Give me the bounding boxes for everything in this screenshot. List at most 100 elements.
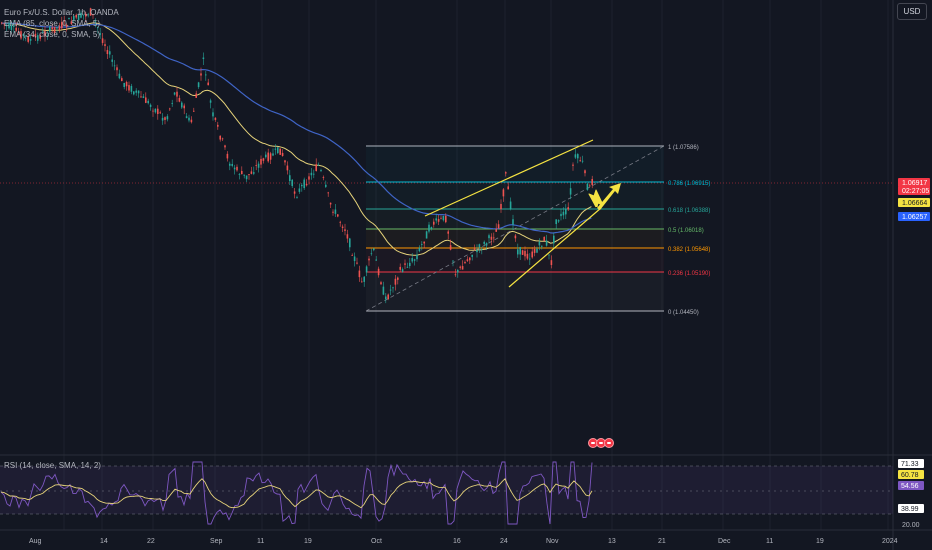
currency-button[interactable]: USD xyxy=(897,3,927,20)
candle-body xyxy=(29,38,32,41)
candle-body xyxy=(217,124,219,127)
ema-34-line xyxy=(0,22,592,256)
candle-body xyxy=(116,67,118,71)
price-badge-label: 1.06257 xyxy=(902,214,927,221)
candle-body xyxy=(545,240,548,246)
candle-body xyxy=(351,254,353,256)
ema-85-line xyxy=(0,22,592,234)
down-arrow-icon[interactable] xyxy=(588,189,604,208)
candle-body xyxy=(56,27,58,29)
candle-body xyxy=(346,234,349,239)
candle-body xyxy=(255,165,257,167)
candle-body xyxy=(308,176,310,180)
candle-body xyxy=(435,218,437,221)
candle-body xyxy=(195,93,197,98)
candle-body xyxy=(569,188,572,195)
candle-body xyxy=(265,154,267,158)
candle-body xyxy=(274,148,277,150)
rsi-badge xyxy=(898,504,924,513)
candle-body xyxy=(37,35,39,41)
candle-body xyxy=(159,112,161,114)
candle-body xyxy=(238,174,241,175)
candle-body xyxy=(200,73,202,76)
legend-rsi[interactable]: RSI (14, close, SMA, 14, 2) xyxy=(4,461,101,470)
legend-symbol[interactable]: Euro Fx/U.S. Dollar, 1h, OANDA xyxy=(4,8,119,17)
candle-body xyxy=(562,211,565,216)
candle-body xyxy=(567,207,569,210)
candle-body xyxy=(466,259,469,261)
candle-body xyxy=(85,13,87,17)
candle-body xyxy=(305,183,308,186)
time-tick-label: 19 xyxy=(304,538,312,545)
candle-body xyxy=(478,244,481,248)
time-tick-label: Dec xyxy=(718,538,731,545)
time-tick-label: 11 xyxy=(766,538,773,545)
candles xyxy=(1,7,593,304)
candle-body xyxy=(368,258,370,261)
candle-body xyxy=(413,259,416,261)
channel-lower-line[interactable] xyxy=(508,207,602,288)
candle-body xyxy=(442,215,445,221)
candle-body xyxy=(500,203,502,210)
candle-body xyxy=(538,241,541,246)
candle-body xyxy=(296,196,298,198)
economic-event-icon[interactable] xyxy=(604,438,614,448)
fib-level-label: 0.5 (1.06018) xyxy=(668,228,704,234)
candle-body xyxy=(517,249,519,255)
fib-zone xyxy=(366,146,664,182)
candle-body xyxy=(363,276,365,282)
rsi-ma-line xyxy=(0,478,593,509)
candle-body xyxy=(572,164,574,166)
candle-body xyxy=(164,117,166,120)
candle-body xyxy=(488,235,490,239)
time-tick-label: Sep xyxy=(210,538,223,545)
price-axis[interactable]: 1.095001.090001.085001.080001.075001.070… xyxy=(898,0,930,529)
candle-body xyxy=(49,26,51,32)
candle-body xyxy=(490,236,493,240)
legend-ema-34[interactable]: EMA (34, close, 0, SMA, 5) xyxy=(4,30,101,39)
candle-body xyxy=(579,160,581,162)
legend-ema-85[interactable]: EMA (85, close, 0, SMA, 5) xyxy=(4,19,101,28)
candle-body xyxy=(332,211,334,213)
candle-body xyxy=(202,57,205,60)
channel-upper-line[interactable] xyxy=(424,139,594,217)
candle-body xyxy=(421,243,423,245)
candle-body xyxy=(46,35,49,37)
candle-body xyxy=(214,117,217,120)
candle-body xyxy=(557,220,560,222)
up-arrow-icon[interactable] xyxy=(597,183,621,210)
price-badge-label: 02:27:05 xyxy=(902,188,929,195)
candle-body xyxy=(63,20,65,22)
candle-body xyxy=(248,174,250,176)
candle-body xyxy=(541,245,543,247)
candle-body xyxy=(591,178,593,186)
candle-body xyxy=(327,192,329,194)
fib-level-label: 0.786 (1.06915) xyxy=(668,181,710,187)
candle-body xyxy=(550,260,553,265)
candle-body xyxy=(457,269,459,273)
candle-body xyxy=(128,85,130,91)
rsi-badge-label: 54.56 xyxy=(901,483,919,490)
fib-zone xyxy=(366,209,664,229)
candle-body xyxy=(41,32,44,33)
fibonacci-retracement[interactable]: 1 (1.07586) 0.786 (1.06915) 0.618 (1.06388… xyxy=(365,145,710,316)
candle-body xyxy=(190,119,193,123)
rsi-pane[interactable] xyxy=(0,461,893,525)
time-axis[interactable]: Aug 14 22 Sep 11 19 Oct 16 24 Nov 13 21 Dec 11 19 2024 xyxy=(29,538,898,545)
candle-body xyxy=(157,108,159,115)
candle-body xyxy=(507,186,509,190)
candle-body xyxy=(169,108,171,110)
candle-body xyxy=(70,21,73,25)
candle-body xyxy=(106,50,109,55)
candle-body xyxy=(529,258,531,260)
fib-trend-line[interactable] xyxy=(365,145,665,312)
user-drawings[interactable] xyxy=(424,139,621,288)
candle-body xyxy=(236,166,238,171)
candle-body xyxy=(387,294,389,299)
candle-body xyxy=(125,81,128,87)
candle-body xyxy=(291,179,293,187)
candle-body xyxy=(334,209,337,214)
candle-body xyxy=(99,33,101,35)
